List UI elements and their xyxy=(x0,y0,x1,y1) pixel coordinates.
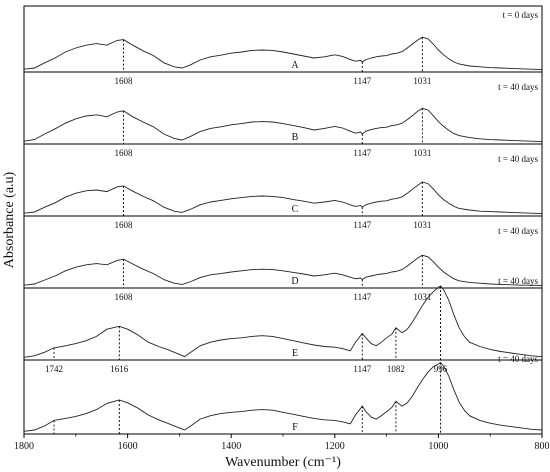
spectrum-panel-d: t = 40 days D 1608 1147 1031 xyxy=(23,226,543,302)
spectrum-panel-b: t = 40 days B 1608 1147 1031 xyxy=(23,82,543,158)
spectrum-line-f xyxy=(23,362,543,432)
peak-label: 1608 xyxy=(114,292,133,302)
peak-label: 1147 xyxy=(353,148,371,158)
peak-label: 1031 xyxy=(413,292,431,302)
x-tick-label: 800 xyxy=(535,441,550,452)
spectrum-line-e xyxy=(23,285,543,358)
x-tick-label: 1800 xyxy=(14,441,34,452)
panel-letter: F xyxy=(292,422,298,433)
peak-label: 1147 xyxy=(353,364,371,374)
peak-label: 1031 xyxy=(413,148,431,158)
peak-label: 1608 xyxy=(114,148,133,158)
panel-letter: B xyxy=(292,132,299,143)
time-label: t = 40 days xyxy=(498,354,538,364)
spectrum-line-b xyxy=(23,107,543,143)
plot-frame xyxy=(23,5,543,435)
time-label: t = 40 days xyxy=(498,82,538,92)
x-tick-label: 1600 xyxy=(118,441,138,452)
peak-label: 1742 xyxy=(45,364,63,374)
x-tick-label: 1200 xyxy=(325,441,345,452)
time-label: t = 40 days xyxy=(498,276,538,286)
x-tick-label: 1400 xyxy=(221,441,241,452)
spectrum-line-c xyxy=(23,181,543,215)
spectrum-line-d xyxy=(23,254,543,287)
panel-letter: A xyxy=(291,60,299,71)
peak-label: 1616 xyxy=(110,364,129,374)
peak-label: 1147 xyxy=(353,292,371,302)
peak-label: 1147 xyxy=(353,220,371,230)
time-label: t = 40 days xyxy=(498,226,538,236)
spectrum-panel-e: t = 40 days E 1742 1616 1147 1082 996 xyxy=(23,276,543,374)
time-label: t = 40 days xyxy=(498,154,538,164)
peak-label: 1147 xyxy=(353,76,371,86)
spectrum-panel-c: t = 40 days C 1608 1147 1031 xyxy=(23,154,543,230)
spectrum-line-a xyxy=(23,36,543,71)
x-axis-label: Wavenumber (cm⁻¹) xyxy=(225,455,341,470)
y-axis-label: Absorbance (a.u) xyxy=(2,171,17,268)
panel-letter: C xyxy=(292,204,299,215)
x-axis: 1800 1600 1400 1200 1000 800 xyxy=(14,434,550,452)
peak-label: 1031 xyxy=(413,76,431,86)
panel-letter: E xyxy=(292,348,298,359)
peak-label: 996 xyxy=(434,364,448,374)
x-tick-label: 1000 xyxy=(428,441,448,452)
peak-label: 1082 xyxy=(387,364,405,374)
time-label: t = 0 days xyxy=(503,10,539,20)
spectra-panels: t = 0 days A 1608 1147 1031 t = 40 days B 1608 1… xyxy=(23,10,543,434)
spectrum-panel-f: t = 40 days F xyxy=(23,354,543,434)
peak-label: 1608 xyxy=(114,76,133,86)
spectrum-panel-a: t = 0 days A 1608 1147 1031 xyxy=(23,10,543,86)
panel-letter: D xyxy=(291,276,298,287)
peak-label: 1031 xyxy=(413,220,431,230)
peak-label: 1608 xyxy=(114,220,133,230)
